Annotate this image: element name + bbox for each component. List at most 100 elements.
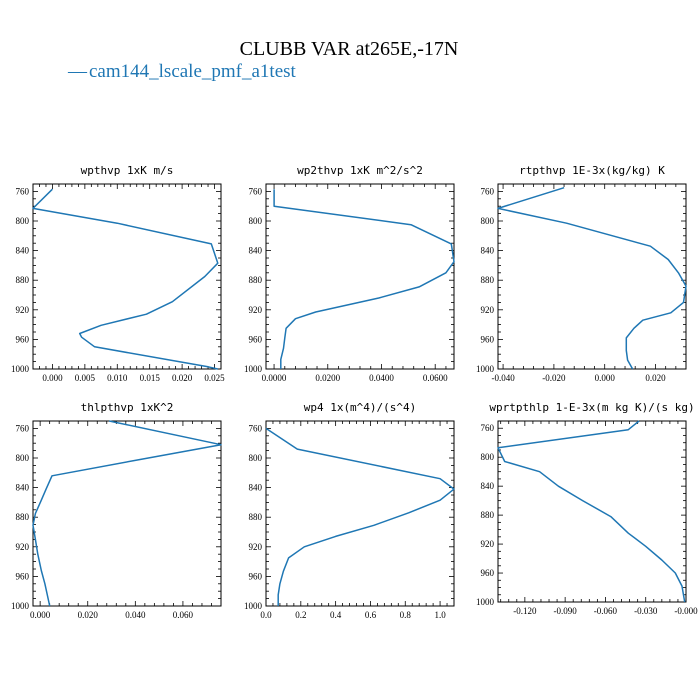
panel-3: rtpthvp 1E-3x(kg/kg) K 760 800 840 880 920 960… [476,164,687,383]
x-tick-label: 0.2 [295,610,306,620]
panel-title: wp2thvp 1xK m^2/s^2 [297,164,423,177]
x-tick-label: 0.040 [125,610,146,620]
x-tick-label: -0.020 [542,373,566,383]
y-tick-label: 760 [249,423,263,433]
y-tick-label: 1000 [11,364,30,374]
x-tick-label: 0.025 [204,373,225,383]
x-tick-label: 0.4 [330,610,342,620]
plot-frame [32,420,222,607]
panel-title: wpthvp 1xK m/s [81,164,174,177]
x-tick-label: 0.0200 [315,373,340,383]
y-tick-label: 880 [16,275,30,285]
panel-6: wprtpthlp 1-E-3x(m kg K)/(s kg) 760 800 840… [476,401,698,616]
y-tick-label: 960 [481,334,495,344]
y-tick-label: 840 [16,483,30,493]
x-tick-label: 0.6 [365,610,377,620]
panel-4: thlpthvp 1xK^2 760 800 840 880 920 960 10000.00… [11,401,222,620]
y-tick-label: 1000 [11,601,30,611]
legend-marker: — [67,61,88,82]
series-line [497,420,686,603]
x-tick-label: -0.090 [554,606,578,616]
y-tick-label: 760 [481,186,495,196]
panels-grid: wpthvp 1xK m/s76080084088092096010000.00… [11,164,698,620]
x-tick-label: 0.015 [140,373,161,383]
panel-5: wp4 1x(m^4)/(s^4)76080084088092096010000… [244,401,455,620]
series-line [265,427,455,606]
y-tick-label: 840 [16,246,30,256]
series-line [32,188,219,370]
legend: — cam144_lscale_pmf_a1test [67,61,297,82]
y-tick-label: 880 [481,510,495,520]
y-tick-label: 760 [249,186,263,196]
x-tick-label: 0.0400 [369,373,394,383]
y-tick-label: 840 [249,483,263,493]
x-tick-label: 0.010 [107,373,128,383]
x-tick-label: -0.000 [674,606,698,616]
y-tick-label: 960 [249,571,263,581]
x-tick-label: -0.030 [634,606,658,616]
y-tick-label: 800 [481,216,495,226]
x-tick-label: 0.005 [75,373,96,383]
plot-frame [497,183,687,370]
x-tick-label: 0.000 [30,610,51,620]
x-tick-label: 0.000 [42,373,63,383]
panel-title: thlpthvp 1xK^2 [81,401,174,414]
panel-1: wpthvp 1xK m/s 760 800 840 880 920 960 1000 0.00… [11,164,225,383]
x-tick-label: 0.020 [172,373,193,383]
y-tick-label: 880 [249,275,263,285]
y-tick-label: 960 [481,568,495,578]
y-tick-label: 1000 [244,364,263,374]
x-tick-label: -0.040 [491,373,515,383]
y-tick-label: 800 [481,452,495,462]
series-line [32,420,222,607]
x-tick-label: 0.0000 [262,373,287,383]
y-tick-label: 760 [16,186,30,196]
y-tick-label: 920 [481,539,495,549]
y-tick-label: 880 [481,275,495,285]
figure-title: CLUBB VAR at265E,-17N [240,38,459,60]
x-tick-label: -0.060 [594,606,618,616]
y-tick-label: 960 [249,334,263,344]
series-line [497,186,687,370]
y-tick-label: 960 [16,334,30,344]
series-line [273,189,455,369]
panel-2: wp2thvp 1xK m^2/s^2 760 800 840 880 920 960 100… [244,164,455,383]
y-tick-label: 760 [16,423,30,433]
x-tick-label: 0.020 [78,610,99,620]
y-tick-label: 920 [16,305,30,315]
y-tick-label: 960 [16,571,30,581]
plot-frame [265,183,455,370]
y-tick-label: 800 [249,453,263,463]
x-tick-label: 0.0 [260,610,272,620]
plot-frame [32,183,222,370]
y-tick-label: 840 [249,246,263,256]
y-tick-label: 920 [249,305,263,315]
panel-title: wprtpthlp 1-E-3x(m kg K)/(s kg) [489,401,694,414]
y-tick-label: 800 [16,216,30,226]
y-tick-label: 800 [249,216,263,226]
x-tick-label: -0.120 [513,606,537,616]
y-tick-label: 840 [481,246,495,256]
x-tick-label: 0.020 [645,373,666,383]
x-tick-label: 0.060 [173,610,194,620]
x-tick-label: 0.0600 [423,373,448,383]
plot-frame [497,420,687,603]
y-tick-label: 920 [249,542,263,552]
plot-frame [265,420,455,607]
y-tick-label: 800 [16,453,30,463]
x-tick-label: 1.0 [434,610,446,620]
x-tick-label: 0.8 [400,610,412,620]
y-tick-label: 1000 [476,597,495,607]
panel-title: rtpthvp 1E-3x(kg/kg) K [519,164,665,177]
y-tick-label: 1000 [244,601,263,611]
y-tick-label: 1000 [476,364,495,374]
y-tick-label: 840 [481,481,495,491]
y-tick-label: 880 [16,512,30,522]
legend-label: cam144_lscale_pmf_a1test [89,61,297,82]
y-tick-label: 880 [249,512,263,522]
x-tick-label: 0.000 [595,373,616,383]
y-tick-label: 920 [481,305,495,315]
y-tick-label: 920 [16,542,30,552]
y-tick-label: 760 [481,423,495,433]
